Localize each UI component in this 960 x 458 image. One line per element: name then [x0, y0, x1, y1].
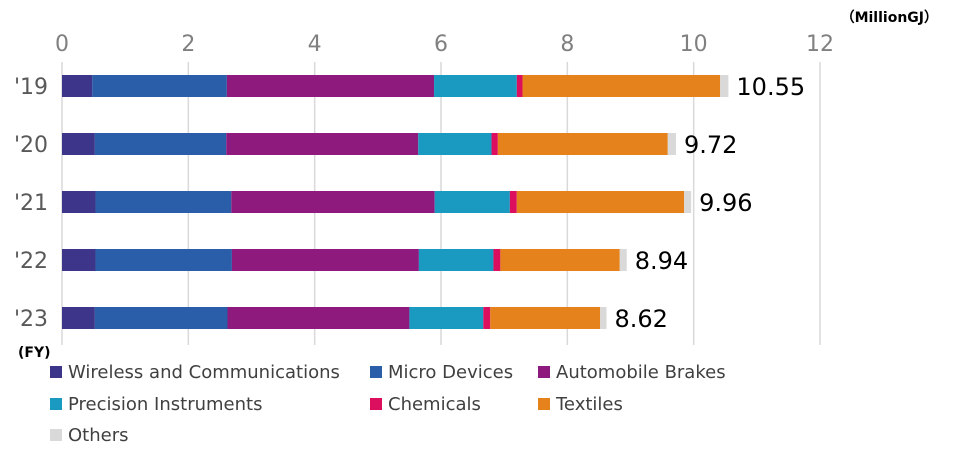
legend-label: Micro Devices: [388, 362, 513, 383]
legend-swatch: [50, 366, 62, 378]
bar-segment: [418, 133, 492, 155]
total-label: 9.72: [684, 131, 737, 159]
bar-segment: [684, 191, 692, 213]
category-label: '22: [14, 249, 48, 274]
legend-swatch: [370, 366, 382, 378]
x-tick-label: 8: [560, 32, 574, 57]
bar-segment: [418, 249, 494, 271]
bar-segment: [226, 75, 435, 97]
total-label: 8.94: [635, 247, 688, 275]
bar-segment: [95, 249, 232, 271]
bar-segment: [62, 191, 96, 213]
bar-segment: [434, 191, 510, 213]
bar-segment: [409, 307, 484, 329]
category-label: '23: [14, 307, 48, 332]
total-label: 10.55: [736, 73, 805, 101]
x-tick-label: 12: [806, 32, 834, 57]
bar-segment: [509, 191, 517, 213]
legend-label: Chemicals: [388, 394, 481, 415]
bar-segment: [62, 133, 95, 155]
bar-segment: [92, 75, 227, 97]
legend: Wireless and Communications Micro Devices…: [50, 362, 726, 446]
category-label: '20: [14, 133, 48, 158]
legend-label: Textiles: [555, 394, 623, 415]
bar-segment: [522, 75, 721, 97]
total-label: 9.96: [699, 189, 752, 217]
bar-segment: [226, 133, 419, 155]
bar-segment: [434, 75, 517, 97]
bar-segment: [500, 249, 620, 271]
bar-segment: [600, 307, 607, 329]
x-tick-label: 10: [680, 32, 708, 57]
bar-segment: [62, 307, 95, 329]
bar-segment: [490, 307, 601, 329]
x-axis-ticks: 0 2 4 6 8 10 12: [55, 32, 834, 57]
bar-segment: [94, 133, 227, 155]
bar-segment: [667, 133, 676, 155]
legend-label: Automobile Brakes: [556, 362, 726, 383]
legend-label: Wireless and Communications: [68, 362, 340, 383]
bar-segment: [62, 75, 93, 97]
legend-swatch: [370, 398, 382, 410]
legend-swatch: [50, 398, 62, 410]
unit-label: （MillionGJ）: [841, 10, 938, 26]
bar-segment: [516, 191, 685, 213]
legend-swatch: [538, 366, 550, 378]
bar-segment: [491, 133, 498, 155]
legend-swatch: [50, 429, 62, 441]
legend-swatch: [538, 398, 550, 410]
category-labels: '19 '20 '21 '22 '23: [14, 75, 48, 332]
x-tick-label: 6: [434, 32, 448, 57]
total-label: 8.62: [614, 305, 667, 333]
bar-segment: [619, 249, 627, 271]
x-tick-label: 2: [181, 32, 195, 57]
bar-segment: [516, 75, 523, 97]
category-label: '21: [14, 191, 48, 216]
legend-label: Precision Instruments: [68, 394, 262, 415]
category-axis-label: (FY): [18, 345, 51, 361]
bar-segment: [493, 249, 501, 271]
total-labels: 10.55 9.72 9.96 8.94 8.62: [614, 73, 805, 333]
category-label: '19: [14, 75, 48, 100]
bar-segment: [497, 133, 668, 155]
bar-segment: [231, 191, 435, 213]
bar-segment: [720, 75, 729, 97]
x-tick-label: 4: [308, 32, 322, 57]
bar-segment: [227, 307, 410, 329]
legend-label: Others: [68, 425, 129, 446]
bar-segment: [94, 307, 228, 329]
bar-segment: [62, 249, 96, 271]
bar-segment: [483, 307, 491, 329]
bars: [62, 75, 729, 329]
bar-segment: [95, 191, 232, 213]
bar-segment: [231, 249, 419, 271]
x-tick-label: 0: [55, 32, 69, 57]
